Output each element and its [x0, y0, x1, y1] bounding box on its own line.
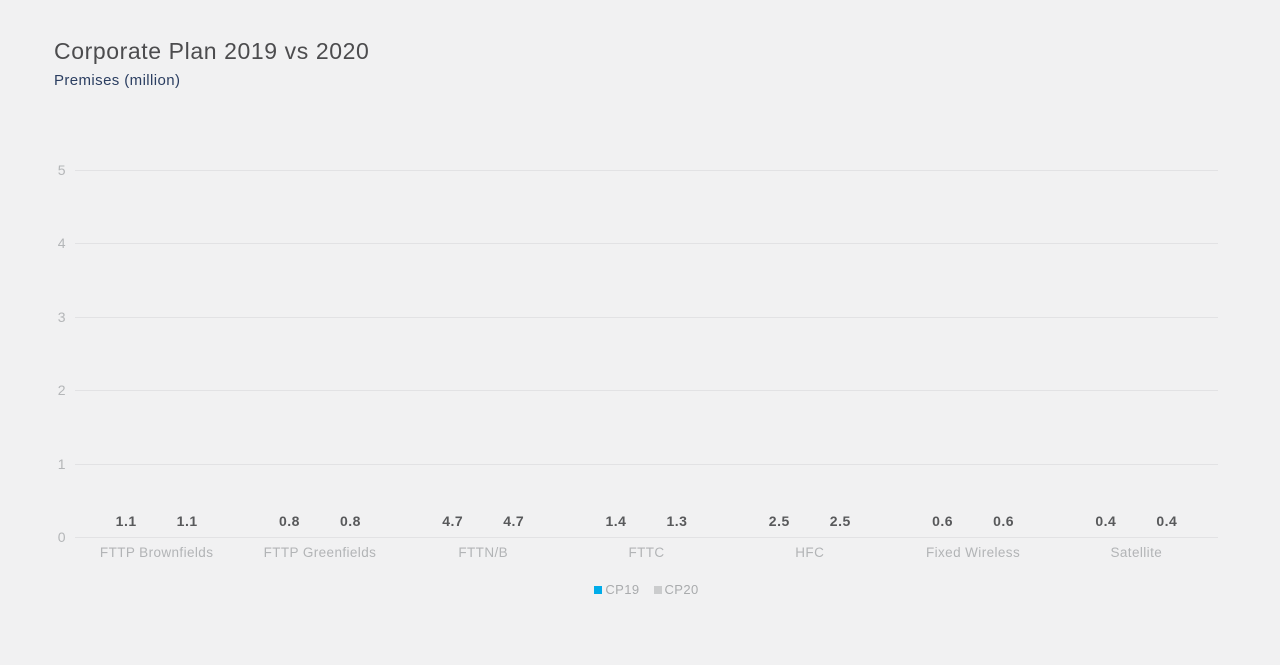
bar-column: 2.5 — [810, 513, 871, 538]
value-label: 2.5 — [768, 513, 790, 529]
value-label: 4.7 — [503, 513, 525, 529]
legend-item-cp20: CP20 — [653, 582, 699, 597]
x-axis-label: HFC — [795, 545, 825, 560]
bar-column: 0.4 — [1136, 513, 1197, 538]
value-label: 0.6 — [932, 513, 954, 529]
bar-column: 0.6 — [912, 513, 973, 538]
bar-column: 0.4 — [1075, 513, 1136, 538]
legend-swatch-icon — [653, 585, 662, 594]
x-axis-label: FTTC — [628, 545, 665, 560]
x-axis-label: Satellite — [1110, 545, 1163, 560]
bar-column: 1.1 — [96, 513, 157, 538]
x-axis-label: FTTN/B — [458, 545, 509, 560]
bar-column: 4.7 — [422, 513, 483, 538]
value-label: 1.1 — [176, 513, 198, 529]
bar-groups: 1.1 1.1 0.8 0.8 4.7 4.7 1.4 1.3 2.5 2.5 0.6 0.6 0.4 0… — [75, 171, 1218, 538]
gridline-y-5: 5 — [58, 162, 1218, 178]
legend-item-cp19: CP19 — [594, 582, 639, 597]
bar-chart-plot-area: 1.1 1.1 0.8 0.8 4.7 4.7 1.4 1.3 2.5 2.5 0.6 0.6 0.4 0… — [58, 162, 1218, 545]
chart-subtitle: Premises (million) — [54, 72, 181, 89]
y-tick-label: 1 — [57, 455, 66, 472]
bar-group: 1.1 1.1 — [75, 171, 238, 538]
bar-group: 1.4 1.3 — [565, 171, 728, 538]
chart-legend: CP19 CP20 — [75, 582, 1218, 597]
bar-group: 2.5 2.5 — [728, 171, 891, 538]
bar-group: 0.4 0.4 — [1055, 171, 1218, 538]
value-label: 1.3 — [666, 513, 688, 529]
value-label: 0.8 — [339, 513, 361, 529]
x-axis-label: FTTP Greenfields — [263, 545, 377, 560]
value-label: 2.5 — [829, 513, 851, 529]
bar-column: 4.7 — [483, 513, 544, 538]
x-axis-label: Fixed Wireless — [925, 545, 1021, 560]
gridline-y-4: 4 — [58, 235, 1218, 251]
y-tick-label: 4 — [57, 235, 66, 252]
gridline-y-1: 1 — [58, 456, 1218, 472]
bar-column: 0.8 — [320, 513, 381, 538]
value-label: 0.4 — [1156, 513, 1178, 529]
chart-title: Corporate Plan 2019 vs 2020 — [54, 38, 370, 64]
bar-column: 0.8 — [259, 513, 320, 538]
y-tick-label: 0 — [57, 529, 66, 545]
bar-column: 1.1 — [157, 513, 218, 538]
gridline-y-2: 2 — [58, 382, 1218, 398]
legend-label: CP19 — [605, 582, 640, 597]
bar-column: 1.4 — [585, 513, 646, 538]
value-label: 1.1 — [115, 513, 137, 529]
y-tick-label: 3 — [57, 308, 66, 325]
bar-group: 0.6 0.6 — [891, 171, 1054, 538]
value-label: 0.8 — [278, 513, 300, 529]
legend-swatch-icon — [594, 585, 603, 594]
bar-column: 1.3 — [646, 513, 707, 538]
y-tick-label: 2 — [57, 382, 66, 399]
bar-column: 0.6 — [973, 513, 1034, 538]
gridline-y-3: 3 — [58, 309, 1218, 325]
y-tick-label: 5 — [57, 162, 66, 178]
value-label: 0.6 — [993, 513, 1015, 529]
value-label: 1.4 — [605, 513, 627, 529]
x-axis-label: FTTP Brownfields — [99, 545, 214, 560]
chart-header: Corporate Plan 2019 vs 2020 Premises (mi… — [54, 38, 369, 89]
x-axis-category-labels: FTTP Brownfields FTTP Greenfields FTTN/B FT… — [75, 545, 1218, 560]
legend-label: CP20 — [664, 582, 699, 597]
value-label: 0.4 — [1095, 513, 1117, 529]
bar-group: 4.7 4.7 — [402, 171, 565, 538]
value-label: 4.7 — [442, 513, 464, 529]
bar-column: 2.5 — [749, 513, 810, 538]
bar-group: 0.8 0.8 — [238, 171, 401, 538]
gridline-y-0: 0 — [58, 529, 1218, 545]
